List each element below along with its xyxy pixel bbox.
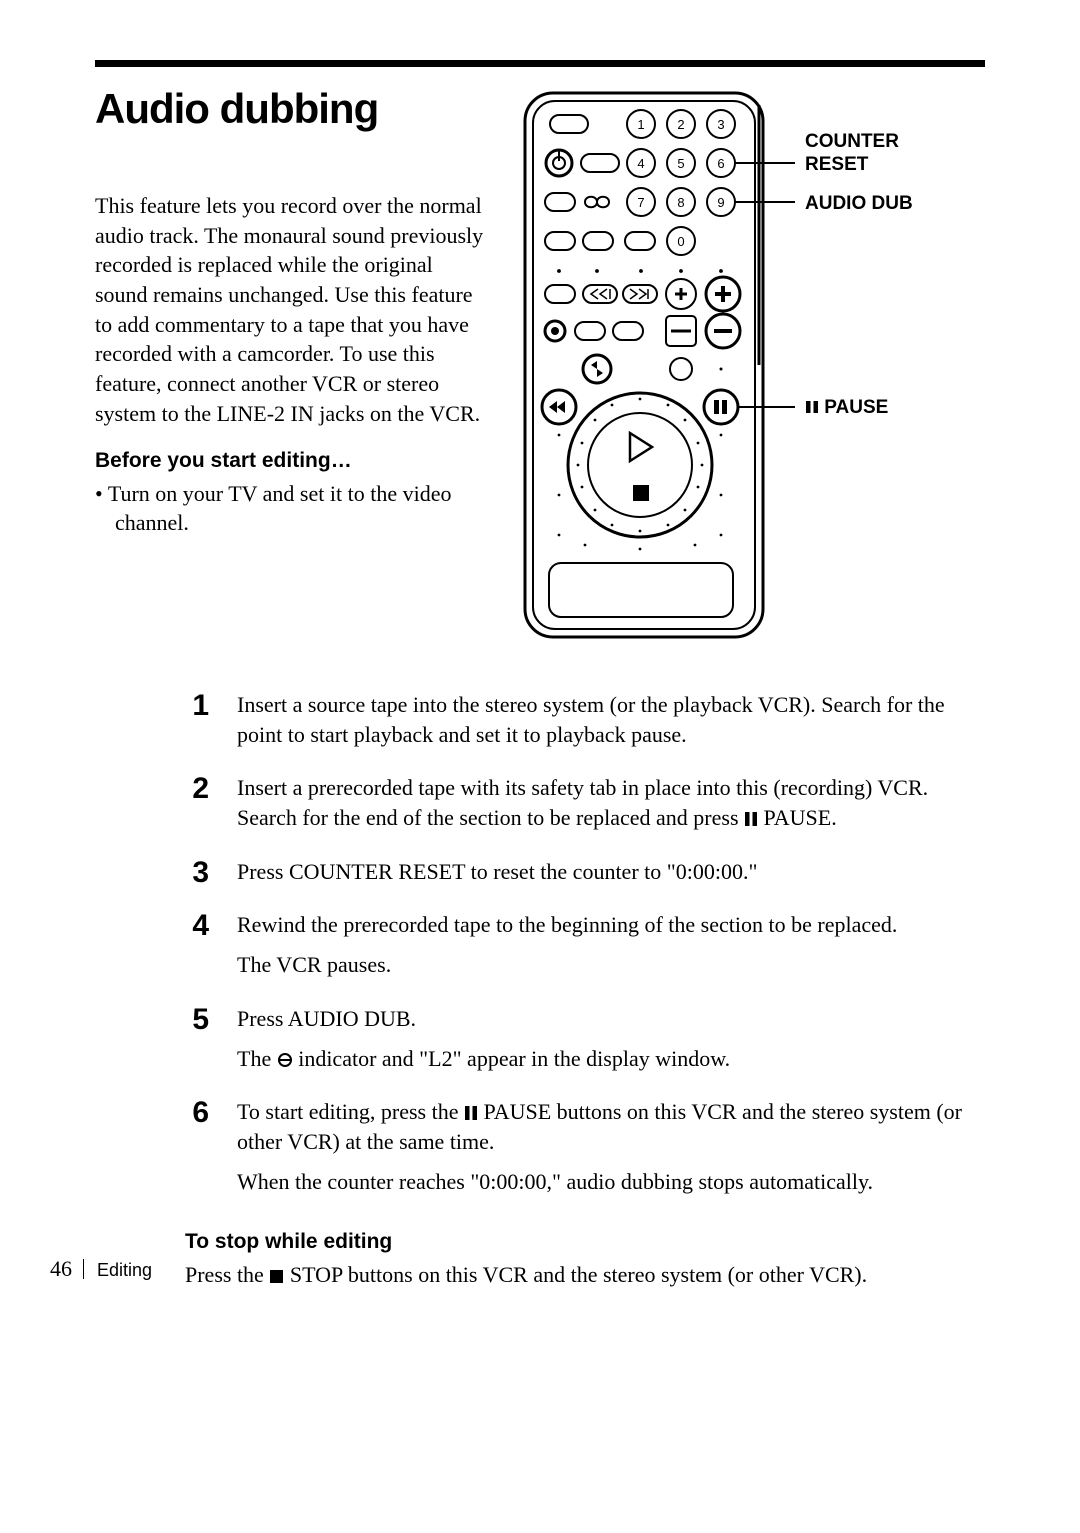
- before-heading: Before you start editing…: [95, 449, 485, 473]
- step-text: Press AUDIO DUB.: [237, 1004, 985, 1034]
- before-bullet: Turn on your TV and set it to the video …: [95, 479, 485, 538]
- step-1: 1 Insert a source tape into the stereo s…: [185, 690, 985, 759]
- step-number: 6: [185, 1097, 209, 1206]
- step-6: 6 To start editing, press the PAUSE butt…: [185, 1097, 985, 1206]
- pause-icon: [464, 1105, 478, 1121]
- section-name: Editing: [97, 1260, 152, 1280]
- svg-text:0: 0: [677, 234, 684, 249]
- svg-text:9: 9: [717, 195, 724, 210]
- svg-text:8: 8: [677, 195, 684, 210]
- callout-audio-dub: AUDIO DUB: [805, 193, 913, 216]
- step-text: The VCR pauses.: [237, 950, 985, 980]
- remote-diagram: 1 2 3 4 5 6 7 8 9: [515, 85, 985, 650]
- pause-icon: [744, 811, 758, 827]
- top-rule: [95, 60, 985, 67]
- step-number: 4: [185, 910, 209, 989]
- step-text: Rewind the prerecorded tape to the begin…: [237, 910, 985, 940]
- step-3: 3 Press COUNTER RESET to reset the count…: [185, 857, 985, 897]
- page-footer: 46 Editing: [50, 1256, 152, 1282]
- callout-pause: PAUSE: [805, 397, 888, 420]
- step-number: 1: [185, 690, 209, 759]
- step-text: When the counter reaches "0:00:00," audi…: [237, 1167, 985, 1197]
- steps-list: 1 Insert a source tape into the stereo s…: [185, 690, 985, 1290]
- page-title: Audio dubbing: [95, 85, 485, 133]
- step-text: Insert a prerecorded tape with its safet…: [237, 773, 985, 832]
- svg-text:1: 1: [637, 117, 644, 132]
- step-text: The indicator and "L2" appear in the dis…: [237, 1044, 985, 1074]
- stop-body: Press the STOP buttons on this VCR and t…: [185, 1260, 985, 1290]
- svg-text:2: 2: [677, 117, 684, 132]
- step-text: Insert a source tape into the stereo sys…: [237, 690, 985, 749]
- stop-icon: [269, 1269, 284, 1284]
- svg-text:7: 7: [637, 195, 644, 210]
- svg-text:4: 4: [637, 156, 644, 171]
- stop-heading: To stop while editing: [185, 1230, 985, 1254]
- step-number: 3: [185, 857, 209, 897]
- step-text: To start editing, press the PAUSE button…: [237, 1097, 985, 1156]
- step-text: Press COUNTER RESET to reset the counter…: [237, 857, 985, 887]
- footer-separator: [83, 1259, 84, 1279]
- page-number: 46: [50, 1256, 72, 1281]
- step-number: 2: [185, 773, 209, 842]
- indicator-icon: [277, 1052, 293, 1068]
- step-5: 5 Press AUDIO DUB. The indicator and "L2…: [185, 1004, 985, 1083]
- callout-counter-reset: COUNTERRESET: [805, 131, 899, 177]
- step-number: 5: [185, 1004, 209, 1083]
- svg-text:5: 5: [677, 156, 684, 171]
- step-2: 2 Insert a prerecorded tape with its saf…: [185, 773, 985, 842]
- svg-text:3: 3: [717, 117, 724, 132]
- intro-text: This feature lets you record over the no…: [95, 191, 485, 429]
- step-4: 4 Rewind the prerecorded tape to the beg…: [185, 910, 985, 989]
- svg-text:6: 6: [717, 156, 724, 171]
